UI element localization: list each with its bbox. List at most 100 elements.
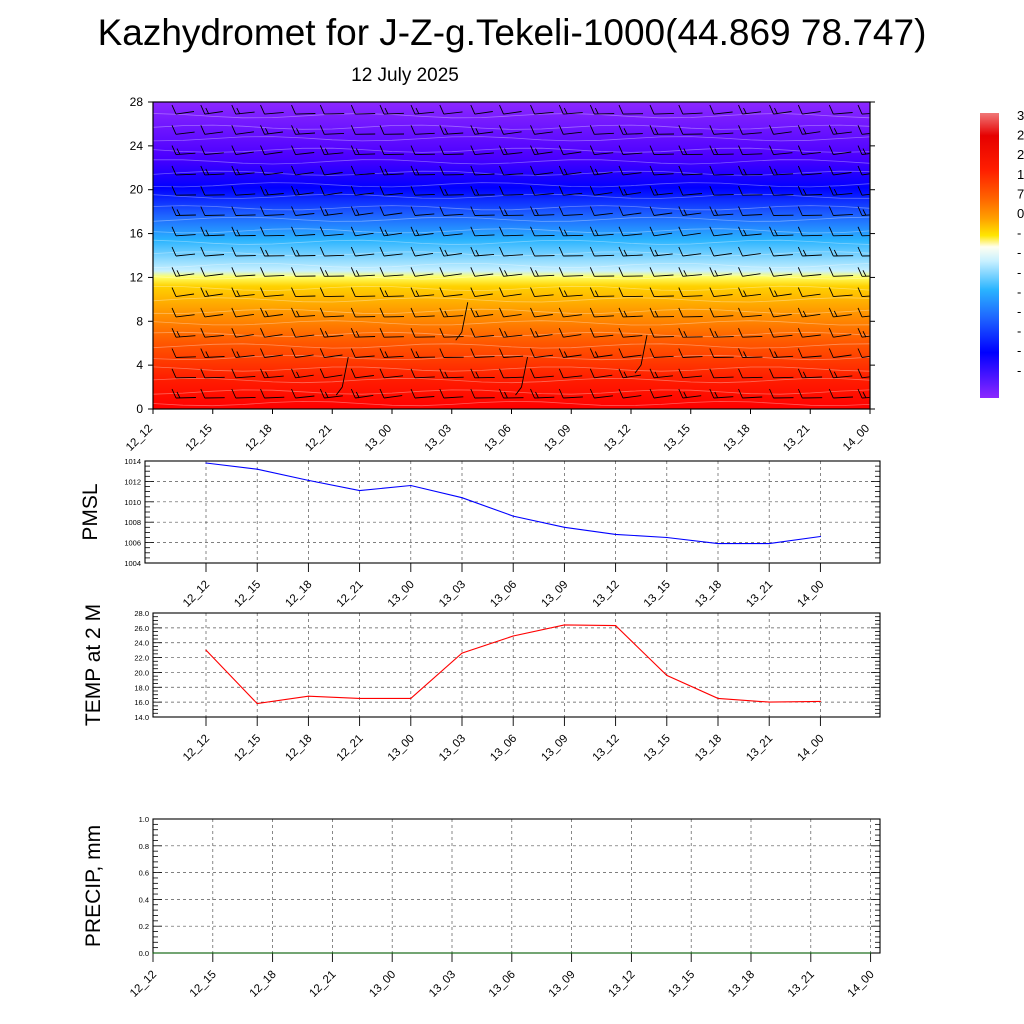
wind-barb [738,186,763,196]
colorbar-label: 3 [1017,108,1024,123]
contour-line [153,389,870,395]
wind-barb [738,246,761,257]
wind-barb [410,186,435,196]
wind-barb [558,165,582,176]
wind-barb [291,368,314,379]
wind-barb [738,287,762,298]
wind-barb [738,226,762,237]
data-point [615,533,617,536]
wind-barb [678,287,703,298]
wind-barb [709,368,734,379]
wind-barb [589,246,615,257]
heatmap-x-tick-label: 13_15 [662,423,693,454]
wind-barb [828,368,853,379]
heatmap-y-tick-label: 24 [130,139,144,153]
data-point [272,952,274,954]
data-point [690,952,692,954]
wind-barb [857,125,870,135]
wind-barb [439,348,464,358]
wind-barb [678,104,703,115]
y-tick-label: 0.6 [139,869,149,878]
wind-barb [558,226,584,237]
y-tick-label: 0.8 [139,842,149,851]
wind-barb [738,104,762,115]
wind-barb [618,165,642,176]
x-tick-label: 13_15 [642,579,673,610]
wind-barb [350,307,376,318]
heatmap-y-tick-label: 4 [136,358,143,372]
data-point [750,952,752,954]
wind-barb [797,328,821,338]
wind-barb [291,125,316,135]
heatmap-x-tick-label: 14_00 [841,423,872,454]
wind-barb [499,368,524,379]
wind-barb [350,165,375,176]
x-tick-label: 13_18 [693,579,724,610]
wind-barb [499,104,522,115]
wind-barb [439,165,464,176]
data-point [870,952,872,954]
wind-barb [499,186,524,196]
wind-barb [857,348,870,358]
wind-barb [797,226,823,237]
data-point [410,484,412,487]
wind-barb [769,165,794,176]
x-tick-label: 12_21 [307,969,338,1000]
wind-barb [260,165,283,176]
colorbar-label: - [1017,343,1021,358]
wind-barb [439,388,464,399]
wind-barb [558,328,582,338]
contour-line [153,366,870,372]
wind-barb [499,125,522,135]
wind-barb [709,145,734,156]
wind-barb [350,246,375,257]
wind-barb [558,206,583,216]
wind-barb [171,267,195,277]
contour-line [153,205,870,211]
wind-barb [797,307,821,318]
wind-barb [709,125,734,135]
wind-barb [828,125,852,135]
wind-barb [589,348,613,358]
wind-barb [618,145,643,156]
wind-barb [350,186,374,196]
wind-barb [171,104,195,115]
wind-barb [618,287,644,298]
y-tick-label: 0.4 [139,895,149,904]
y-tick-label: 28.0 [134,609,149,618]
wind-barb [769,307,792,318]
wind-barb [589,125,614,135]
wind-barb [335,356,349,396]
data-point [810,952,812,954]
wind-barb [738,165,763,176]
wind-barbs [171,104,870,399]
wind-barb [319,186,343,196]
wind-barb [439,206,464,216]
wind-barb [379,125,405,135]
wind-barb [828,348,852,358]
wind-barb [470,125,494,135]
wind-barb [231,287,255,298]
wind-barb [828,388,854,399]
wind-barb [709,307,734,318]
wind-barb [649,186,673,196]
wind-barb [410,226,434,237]
wind-barb [231,368,256,379]
wind-barb [857,388,870,399]
wind-barb [589,388,613,399]
wind-barb [291,267,316,277]
wind-barb [738,348,763,358]
y-tick-label: 1014 [124,457,141,466]
wind-barb [797,125,821,135]
x-tick-label: 12_18 [248,969,279,1000]
wind-barb [499,388,524,399]
x-tick-label: 13_00 [367,969,398,1000]
wind-barb [439,145,464,156]
wind-barb [738,125,762,135]
wind-barb [738,368,763,379]
wind-barb [379,145,404,156]
wind-barb [455,302,469,341]
data-point [819,535,822,538]
wind-barb [260,226,285,237]
wind-barb [231,307,254,318]
